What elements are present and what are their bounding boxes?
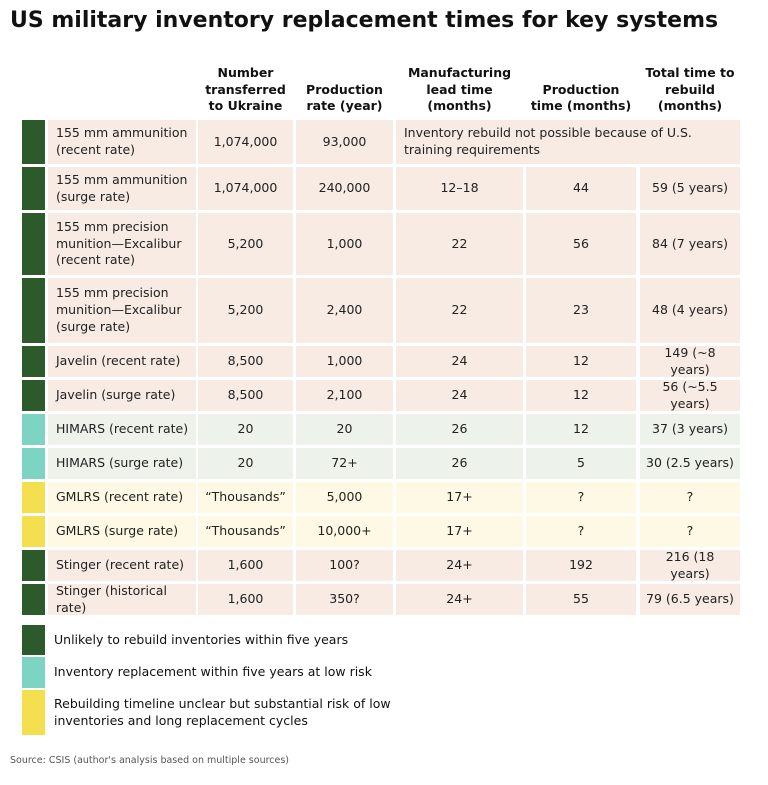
row-swatch — [22, 448, 45, 479]
table-cell: 56 — [526, 213, 636, 275]
row-swatch — [22, 380, 45, 411]
row-label: 155 mm precision munition—Excalibur (rec… — [48, 213, 196, 275]
table-cell: 5 — [526, 448, 636, 479]
table-cell: 192 — [526, 550, 636, 581]
table-cell: 5,200 — [198, 278, 293, 343]
row-label: 155 mm precision munition—Excalibur (sur… — [48, 278, 196, 343]
table-cell: 26 — [396, 414, 523, 445]
table-cell: ? — [640, 516, 740, 547]
table-cell: 24+ — [396, 584, 523, 615]
table-cell: 24+ — [396, 550, 523, 581]
table-cell: 26 — [396, 448, 523, 479]
row-label: HIMARS (surge rate) — [48, 448, 196, 479]
row-swatch — [22, 584, 45, 615]
column-header: Total time to rebuild (months) — [645, 65, 735, 113]
table-cell: 149 (~8 years) — [640, 345, 740, 377]
table-cell: 55 — [526, 584, 636, 615]
column-header: Production rate (year) — [306, 81, 383, 113]
table-cell: 1,074,000 — [198, 120, 293, 164]
table-cell: 1,600 — [198, 550, 293, 581]
table-cell: 240,000 — [296, 167, 393, 210]
row-label: Stinger (recent rate) — [48, 550, 196, 581]
table-cell: 23 — [526, 278, 636, 343]
table-cell: “Thousands” — [198, 482, 293, 513]
row-label: GMLRS (surge rate) — [48, 516, 196, 547]
row-swatch — [22, 550, 45, 581]
table-cell: ? — [526, 516, 636, 547]
legend-label: Inventory replacement within five years … — [54, 664, 372, 680]
table-cell: ? — [640, 482, 740, 513]
table-cell: 12 — [526, 380, 636, 411]
row-label: Javelin (surge rate) — [48, 380, 196, 411]
row-swatch — [22, 167, 45, 210]
table-cell: 93,000 — [296, 120, 393, 164]
table-cell: 5,200 — [198, 213, 293, 275]
table-cell: 37 (3 years) — [640, 414, 740, 445]
table-cell: 24 — [396, 346, 523, 377]
row-swatch — [22, 516, 45, 547]
legend-label: Unlikely to rebuild inventories within f… — [54, 631, 349, 647]
table-cell: 12 — [526, 414, 636, 445]
table-cell: 79 (6.5 years) — [640, 584, 740, 615]
row-swatch — [22, 346, 45, 377]
column-header: Production time (months) — [530, 81, 632, 113]
row-label: HIMARS (recent rate) — [48, 414, 196, 445]
legend-swatch — [22, 690, 45, 735]
table-cell: 8,500 — [198, 380, 293, 411]
table-cell: 8,500 — [198, 346, 293, 377]
row-label: 155 mm ammunition (recent rate) — [48, 120, 196, 164]
table-cell: 20 — [198, 448, 293, 479]
table-cell: 24 — [396, 380, 523, 411]
table-cell: 17+ — [396, 482, 523, 513]
table-cell: 10,000+ — [296, 516, 393, 547]
row-swatch — [22, 213, 45, 275]
table-cell: 56 (~5.5 years) — [640, 379, 740, 411]
table-cell: 2,100 — [296, 380, 393, 411]
legend-swatch — [22, 625, 45, 655]
legend-label: Rebuilding timeline unclear but substant… — [54, 695, 391, 728]
table-cell: 1,074,000 — [198, 167, 293, 210]
table-cell: 5,000 — [296, 482, 393, 513]
source: Source: CSIS (author's analysis based on… — [10, 755, 290, 766]
table-cell: 100? — [296, 550, 393, 581]
table-cell: 350? — [296, 584, 393, 615]
table-cell: 22 — [396, 213, 523, 275]
table-cell: 20 — [198, 414, 293, 445]
row-swatch — [22, 120, 45, 164]
table-cell: 84 (7 years) — [640, 213, 740, 275]
title: US military inventory replacement times … — [10, 8, 719, 33]
table-cell: 17+ — [396, 516, 523, 547]
table-cell: 12 — [526, 346, 636, 377]
legend-swatch — [22, 657, 45, 688]
table-cell: ? — [526, 482, 636, 513]
table-cell: 72+ — [296, 448, 393, 479]
table-cell: 20 — [296, 414, 393, 445]
row-swatch — [22, 482, 45, 513]
table-cell: 1,000 — [296, 346, 393, 377]
column-header: Manufacturing lead time (months) — [407, 65, 512, 113]
row-swatch — [22, 414, 45, 445]
row-label: Stinger (historical rate) — [48, 583, 196, 615]
table-cell: 44 — [526, 167, 636, 210]
table-cell: 48 (4 years) — [640, 278, 740, 343]
table-cell: 59 (5 years) — [640, 167, 740, 210]
row-label: GMLRS (recent rate) — [48, 482, 196, 513]
table-cell: “Thousands” — [198, 516, 293, 547]
table-cell: 30 (2.5 years) — [640, 448, 740, 479]
table-cell: 1,000 — [296, 213, 393, 275]
table-note: Inventory rebuild not possible because o… — [396, 120, 740, 164]
table-cell: 216 (18 years) — [640, 549, 740, 581]
row-label: Javelin (recent rate) — [48, 346, 196, 377]
row-label: 155 mm ammunition (surge rate) — [48, 167, 196, 210]
table-cell: 12–18 — [396, 167, 523, 210]
column-header: Number transferred to Ukraine — [205, 65, 286, 113]
row-swatch — [22, 278, 45, 343]
table-cell: 2,400 — [296, 278, 393, 343]
table-cell: 1,600 — [198, 584, 293, 615]
table-cell: 22 — [396, 278, 523, 343]
